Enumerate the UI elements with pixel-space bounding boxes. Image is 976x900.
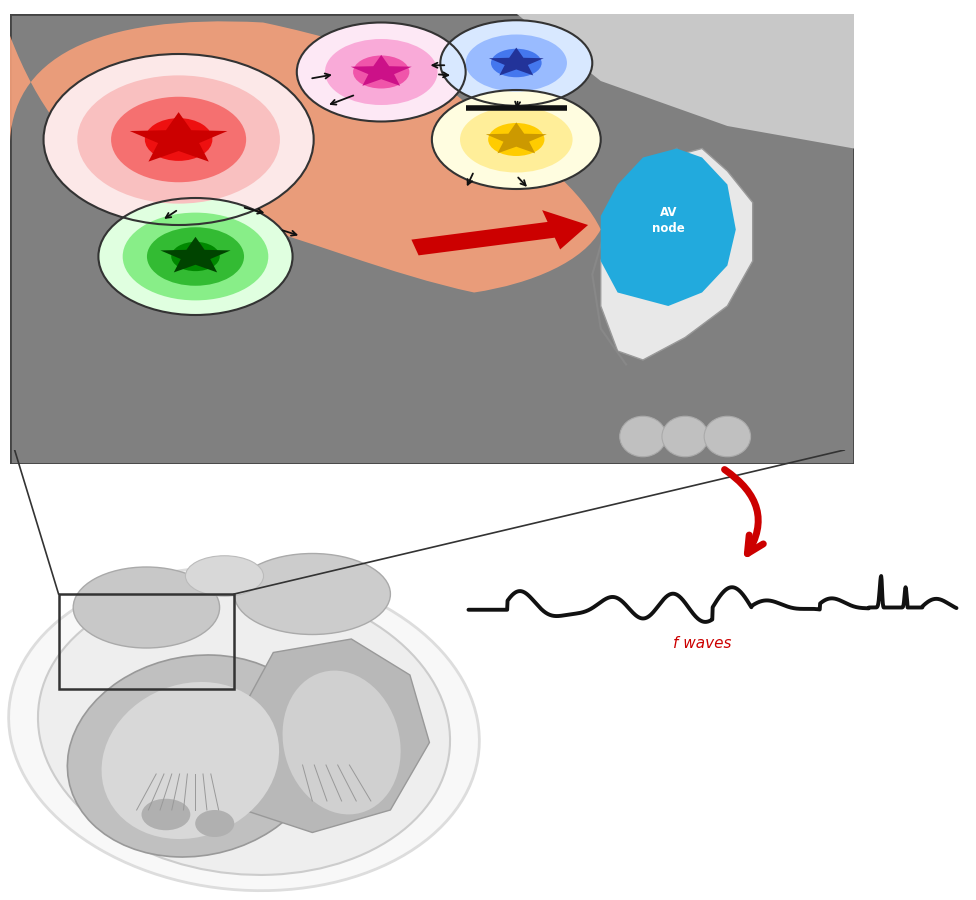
Ellipse shape <box>38 583 450 875</box>
Ellipse shape <box>620 416 667 457</box>
Ellipse shape <box>44 54 313 225</box>
Ellipse shape <box>432 90 601 189</box>
Ellipse shape <box>704 416 751 457</box>
Ellipse shape <box>102 682 279 839</box>
Polygon shape <box>224 639 429 833</box>
Ellipse shape <box>488 123 545 156</box>
Ellipse shape <box>111 97 246 182</box>
PathPatch shape <box>10 22 601 292</box>
Ellipse shape <box>147 227 244 286</box>
Ellipse shape <box>491 49 542 77</box>
Ellipse shape <box>325 39 437 105</box>
Ellipse shape <box>234 554 390 634</box>
Ellipse shape <box>73 567 220 648</box>
Ellipse shape <box>142 799 190 830</box>
Ellipse shape <box>460 106 573 173</box>
Ellipse shape <box>662 416 709 457</box>
Ellipse shape <box>282 670 401 814</box>
Polygon shape <box>601 148 736 306</box>
Text: f waves: f waves <box>673 636 732 651</box>
Ellipse shape <box>67 655 323 857</box>
Bar <box>59 594 234 688</box>
Ellipse shape <box>171 242 220 271</box>
Ellipse shape <box>9 567 479 891</box>
Ellipse shape <box>297 22 466 122</box>
Ellipse shape <box>195 810 234 837</box>
Ellipse shape <box>144 118 213 161</box>
Polygon shape <box>516 14 854 149</box>
Polygon shape <box>412 210 589 256</box>
Text: AV
node: AV node <box>652 206 684 235</box>
Polygon shape <box>489 48 544 76</box>
Ellipse shape <box>77 76 280 203</box>
Ellipse shape <box>466 34 567 92</box>
Polygon shape <box>160 237 230 273</box>
Ellipse shape <box>440 20 592 106</box>
Ellipse shape <box>99 198 293 315</box>
Ellipse shape <box>353 56 409 88</box>
Polygon shape <box>486 122 547 153</box>
FancyArrowPatch shape <box>724 470 763 554</box>
Ellipse shape <box>185 555 264 596</box>
Polygon shape <box>350 55 412 86</box>
Polygon shape <box>130 112 227 162</box>
Polygon shape <box>601 148 752 360</box>
Ellipse shape <box>123 212 268 301</box>
